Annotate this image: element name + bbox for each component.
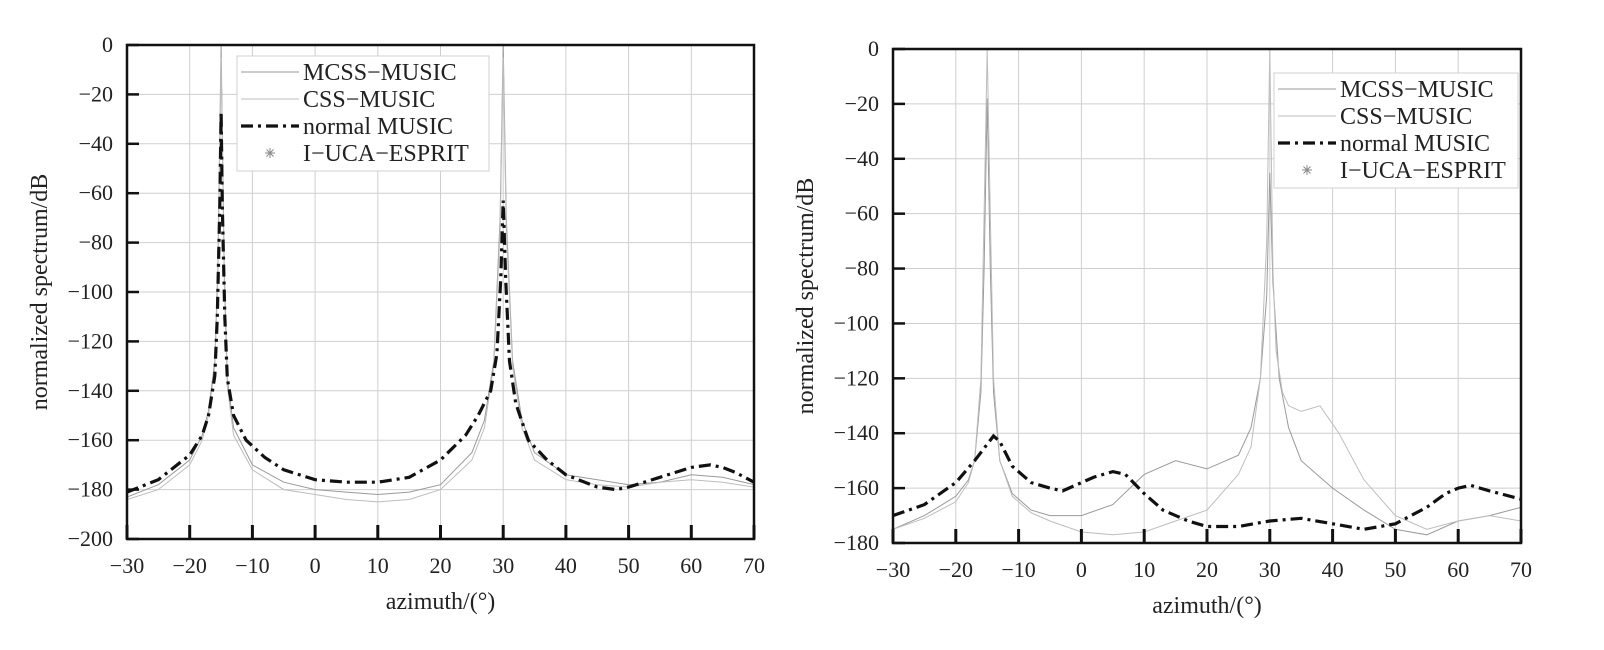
y-axis-label: normalized spectrum/dB <box>793 178 819 415</box>
y-tick-label: −80 <box>79 230 113 255</box>
y-tick-label: −180 <box>68 477 113 502</box>
legend-label: MCSS−MUSIC <box>1340 77 1494 103</box>
legend-label: CSS−MUSIC <box>1340 104 1472 130</box>
x-tick-label: −30 <box>110 553 144 578</box>
x-axis-label: azimuth/(°) <box>386 589 496 615</box>
y-tick-label: −160 <box>68 427 113 452</box>
x-tick-label: 10 <box>1133 557 1155 582</box>
y-tick-label: −200 <box>68 526 113 551</box>
y-tick-label: −40 <box>79 131 113 156</box>
series-line-normal-music <box>893 433 1521 531</box>
chart-1: −30 −20 −10 0 10 20 30 40 50 60 700−20−40−60−80−10… <box>27 32 765 615</box>
x-tick-label: 30 <box>492 553 514 578</box>
x-tick-label: 60 <box>680 553 702 578</box>
y-tick-label: −140 <box>68 378 113 403</box>
y-tick-label: −60 <box>79 180 113 205</box>
y-tick-label: −100 <box>834 310 879 335</box>
y-tick-label: −80 <box>845 256 879 281</box>
x-tick-label: 40 <box>1322 557 1344 582</box>
y-tick-label: −20 <box>845 91 879 116</box>
x-tick-label: 30 <box>1259 557 1281 582</box>
x-tick-label: 40 <box>555 553 577 578</box>
y-tick-label: 0 <box>102 32 113 57</box>
y-tick-label: −140 <box>834 420 879 445</box>
x-tick-label: −20 <box>172 553 206 578</box>
x-tick-label: −10 <box>1001 557 1035 582</box>
legend-marker <box>1302 165 1312 175</box>
y-tick-label: −100 <box>68 279 113 304</box>
legend-label: I−UCA−ESPRIT <box>1340 158 1506 184</box>
y-axis-label: normalized spectrum/dB <box>27 174 53 411</box>
x-tick-label: 20 <box>1196 557 1218 582</box>
legend-marker <box>265 148 275 158</box>
legend-label: normal MUSIC <box>303 114 453 140</box>
y-tick-label: −40 <box>845 146 879 171</box>
x-tick-label: 0 <box>1076 557 1087 582</box>
x-axis-label: azimuth/(°) <box>1152 593 1262 619</box>
x-tick-label: −20 <box>939 557 973 582</box>
x-tick-label: 50 <box>618 553 640 578</box>
y-tick-label: −160 <box>834 475 879 500</box>
y-tick-label: −120 <box>68 328 113 353</box>
legend-label: MCSS−MUSIC <box>303 60 457 86</box>
x-tick-label: 70 <box>743 553 765 578</box>
x-tick-label: 70 <box>1510 557 1532 582</box>
series-line-mcss-music <box>893 98 1521 536</box>
y-tick-label: 0 <box>868 36 879 61</box>
series-line-css-music <box>893 48 1521 536</box>
x-tick-label: 10 <box>367 553 389 578</box>
legend-label: CSS−MUSIC <box>303 87 435 113</box>
x-tick-label: −10 <box>235 553 269 578</box>
x-tick-label: 20 <box>430 553 452 578</box>
x-tick-label: −30 <box>876 557 910 582</box>
y-tick-label: −60 <box>845 201 879 226</box>
legend-box <box>236 55 490 172</box>
x-tick-label: 50 <box>1384 557 1406 582</box>
legend-label: normal MUSIC <box>1340 131 1490 157</box>
chart-2: −30 −20 −10 0 10 20 30 40 50 60 700−20−40−60−80−10… <box>793 36 1532 619</box>
y-tick-label: −20 <box>79 81 113 106</box>
y-tick-label: −120 <box>834 365 879 390</box>
legend-label: I−UCA−ESPRIT <box>303 141 469 167</box>
y-tick-label: −180 <box>834 530 879 555</box>
x-tick-label: 0 <box>310 553 321 578</box>
legend-box <box>1273 72 1519 189</box>
x-tick-label: 60 <box>1447 557 1469 582</box>
series-line-normal-music <box>127 111 754 494</box>
